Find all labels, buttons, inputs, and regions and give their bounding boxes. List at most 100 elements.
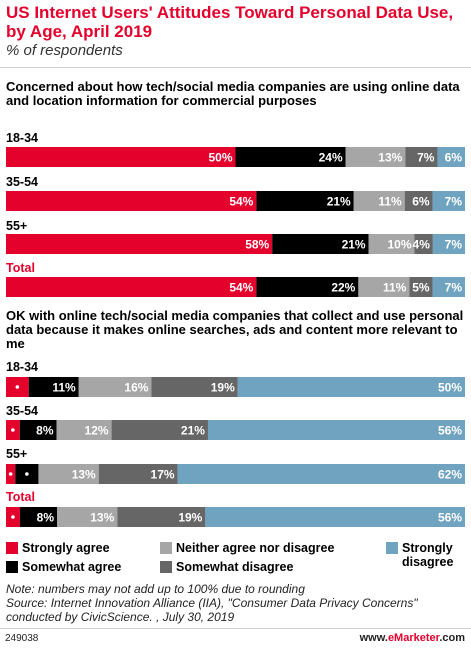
bar-q1-55-plus-strongly-disagree [432,234,465,254]
data-label-q1-total-somewhat-agree: 22% [331,281,355,295]
data-label-q2-55-plus-neither: 13% [72,468,96,482]
footnote: Note: numbers may not add up to 100% due… [6,582,466,624]
legend-label-somewhat-agree: Somewhat agree [22,560,122,574]
data-label-q1-35-54-neither: 11% [378,195,402,209]
leader-dot-q2-35-54-strongly-agree [11,428,15,432]
bar-q2-18-34-somewhat-disagree [151,377,238,397]
brand-prefix: www. [359,632,388,644]
bar-q2-18-34-strongly-disagree [237,377,465,397]
bar-q1-55-plus-somewhat-agree [272,234,369,254]
data-label-q1-18-34-strongly-agree: 50% [208,151,232,165]
question-1-title: Concerned about how tech/social media co… [6,79,460,108]
bar-q1-55-plus-somewhat-disagree [414,234,433,254]
bar-q1-18-34-strongly-agree [6,147,236,167]
bar-q2-35-54-strongly-disagree [207,420,465,440]
legend-swatch-neither [160,542,172,554]
data-label-q1-total-strongly-agree: 54% [229,281,253,295]
legend-label-somewhat-disagree: Somewhat disagree [176,560,294,574]
data-label-q1-55-plus-neither: 10% [387,238,411,252]
group-label-35-54-q2: 35-54 [6,404,38,418]
brand-name: eMarketer [387,632,440,644]
data-label-q1-18-34-strongly-disagree: 6% [445,151,463,165]
chart-id: 249038 [5,633,39,644]
data-label-q2-35-54-neither: 12% [85,424,109,438]
group-label-18-34-q2: 18-34 [6,360,38,374]
data-label-q1-55-plus-strongly-agree: 58% [245,238,269,252]
data-label-q2-total-strongly-disagree: 56% [438,511,462,525]
data-label-q1-55-plus-somewhat-agree: 21% [342,238,366,252]
bar-q1-55-plus-neither [368,234,415,254]
bar-q2-35-54-somewhat-disagree [111,420,208,440]
bar-q2-total-neither [57,507,118,527]
bar-q1-35-54-somewhat-disagree [404,191,433,211]
data-label-q1-35-54-somewhat-agree: 21% [327,195,351,209]
bar-q2-total-strongly-disagree [205,507,466,527]
data-label-q2-55-plus-somewhat-disagree: 17% [151,468,175,482]
bar-q1-18-34-somewhat-disagree [405,147,438,167]
brand-suffix: .com [439,632,465,644]
bar-q1-18-34-strongly-disagree [437,147,465,167]
question-2-title: OK with online tech/social media compani… [6,308,464,351]
data-label-q1-35-54-somewhat-disagree: 6% [412,195,430,209]
data-label-q2-35-54-somewhat-agree: 8% [36,424,54,438]
bar-q2-35-54-neither [56,420,112,440]
data-label-q1-total-somewhat-disagree: 5% [412,281,430,295]
bar-q2-55-plus-neither [38,464,99,484]
group-label-35-54: 35-54 [6,175,38,189]
stacked-bar-chart: 50% 24% 13% 7% 6% 54% 21% 11% 6% 7% 58% 21% 10% 4% 7% 5… [6,147,466,527]
top-divider [0,67,471,68]
bar-q1-18-34-neither [345,147,406,167]
data-label-q2-18-34-somewhat-agree: 11% [52,381,76,395]
legend-swatch-somewhat-disagree [160,561,172,573]
data-label-q1-18-34-somewhat-disagree: 7% [417,151,435,165]
bar-q1-total-strongly-agree [6,277,257,297]
data-label-q1-35-54-strongly-disagree: 7% [445,195,463,209]
data-label-q2-18-34-somewhat-disagree: 19% [211,381,235,395]
data-label-q2-total-neither: 13% [90,511,114,525]
bar-q2-18-34-somewhat-agree [28,377,79,397]
group-label-total: Total [6,261,35,275]
data-label-q2-18-34-neither: 16% [124,381,148,395]
bar-q2-18-34-neither [78,377,152,397]
bar-q2-35-54-somewhat-agree [19,420,57,440]
leader-dot-q2-55-plus-somewhat-agree [25,472,29,476]
data-label-q1-55-plus-somewhat-disagree: 4% [413,238,431,252]
bar-q2-55-plus-strongly-disagree [177,464,466,484]
legend-swatch-somewhat-agree [6,561,18,573]
bottom-divider [0,628,471,629]
legend-label-neither: Neither agree nor disagree [176,541,335,555]
group-label-55-plus-q2: 55+ [6,447,28,461]
bar-q1-total-strongly-disagree [432,277,465,297]
group-label-18-34: 18-34 [6,131,38,145]
group-label-total-q2: Total [6,490,35,504]
data-label-q2-18-34-strongly-disagree: 50% [438,381,462,395]
legend-label-strongly-agree: Strongly agree [22,541,110,555]
bar-q1-35-54-neither [353,191,405,211]
brand-logo[interactable]: www.eMarketer.com [360,632,465,644]
chart-subtitle: % of respondents [6,42,123,59]
data-label-q1-18-34-neither: 13% [378,151,402,165]
rounding-note: Note: numbers may not add up to 100% due… [6,582,305,596]
source-note: Source: Internet Innovation Alliance (II… [6,596,418,624]
data-label-q1-55-plus-strongly-disagree: 7% [445,238,463,252]
data-label-q2-55-plus-strongly-disagree: 62% [438,468,462,482]
bar-q1-total-somewhat-disagree [409,277,433,297]
chart-title: US Internet Users' Attitudes Toward Pers… [6,3,454,41]
bar-q1-18-34-somewhat-agree [235,147,346,167]
bar-q1-35-54-strongly-agree [6,191,257,211]
bar-q1-55-plus-strongly-agree [6,234,273,254]
bar-q2-55-plus-somewhat-disagree [98,464,178,484]
data-label-q1-total-neither: 11% [383,281,407,295]
data-label-q1-total-strongly-disagree: 7% [445,281,463,295]
legend-swatch-strongly-agree [6,542,18,554]
leader-dot-q2-18-34-strongly-agree [15,385,20,389]
leader-dot-q2-total-strongly-agree [11,515,15,519]
data-label-q1-35-54-strongly-agree: 54% [229,195,253,209]
bar-q1-35-54-somewhat-agree [256,191,354,211]
legend-swatch-strongly-disagree [386,542,398,554]
bar-q2-total-somewhat-agree [19,507,57,527]
legend-label-strongly-disagree: Strongly disagree [402,541,454,569]
group-label-55-plus: 55+ [6,219,28,233]
data-label-q2-total-somewhat-disagree: 19% [178,511,202,525]
data-label-q1-18-34-somewhat-agree: 24% [319,151,343,165]
